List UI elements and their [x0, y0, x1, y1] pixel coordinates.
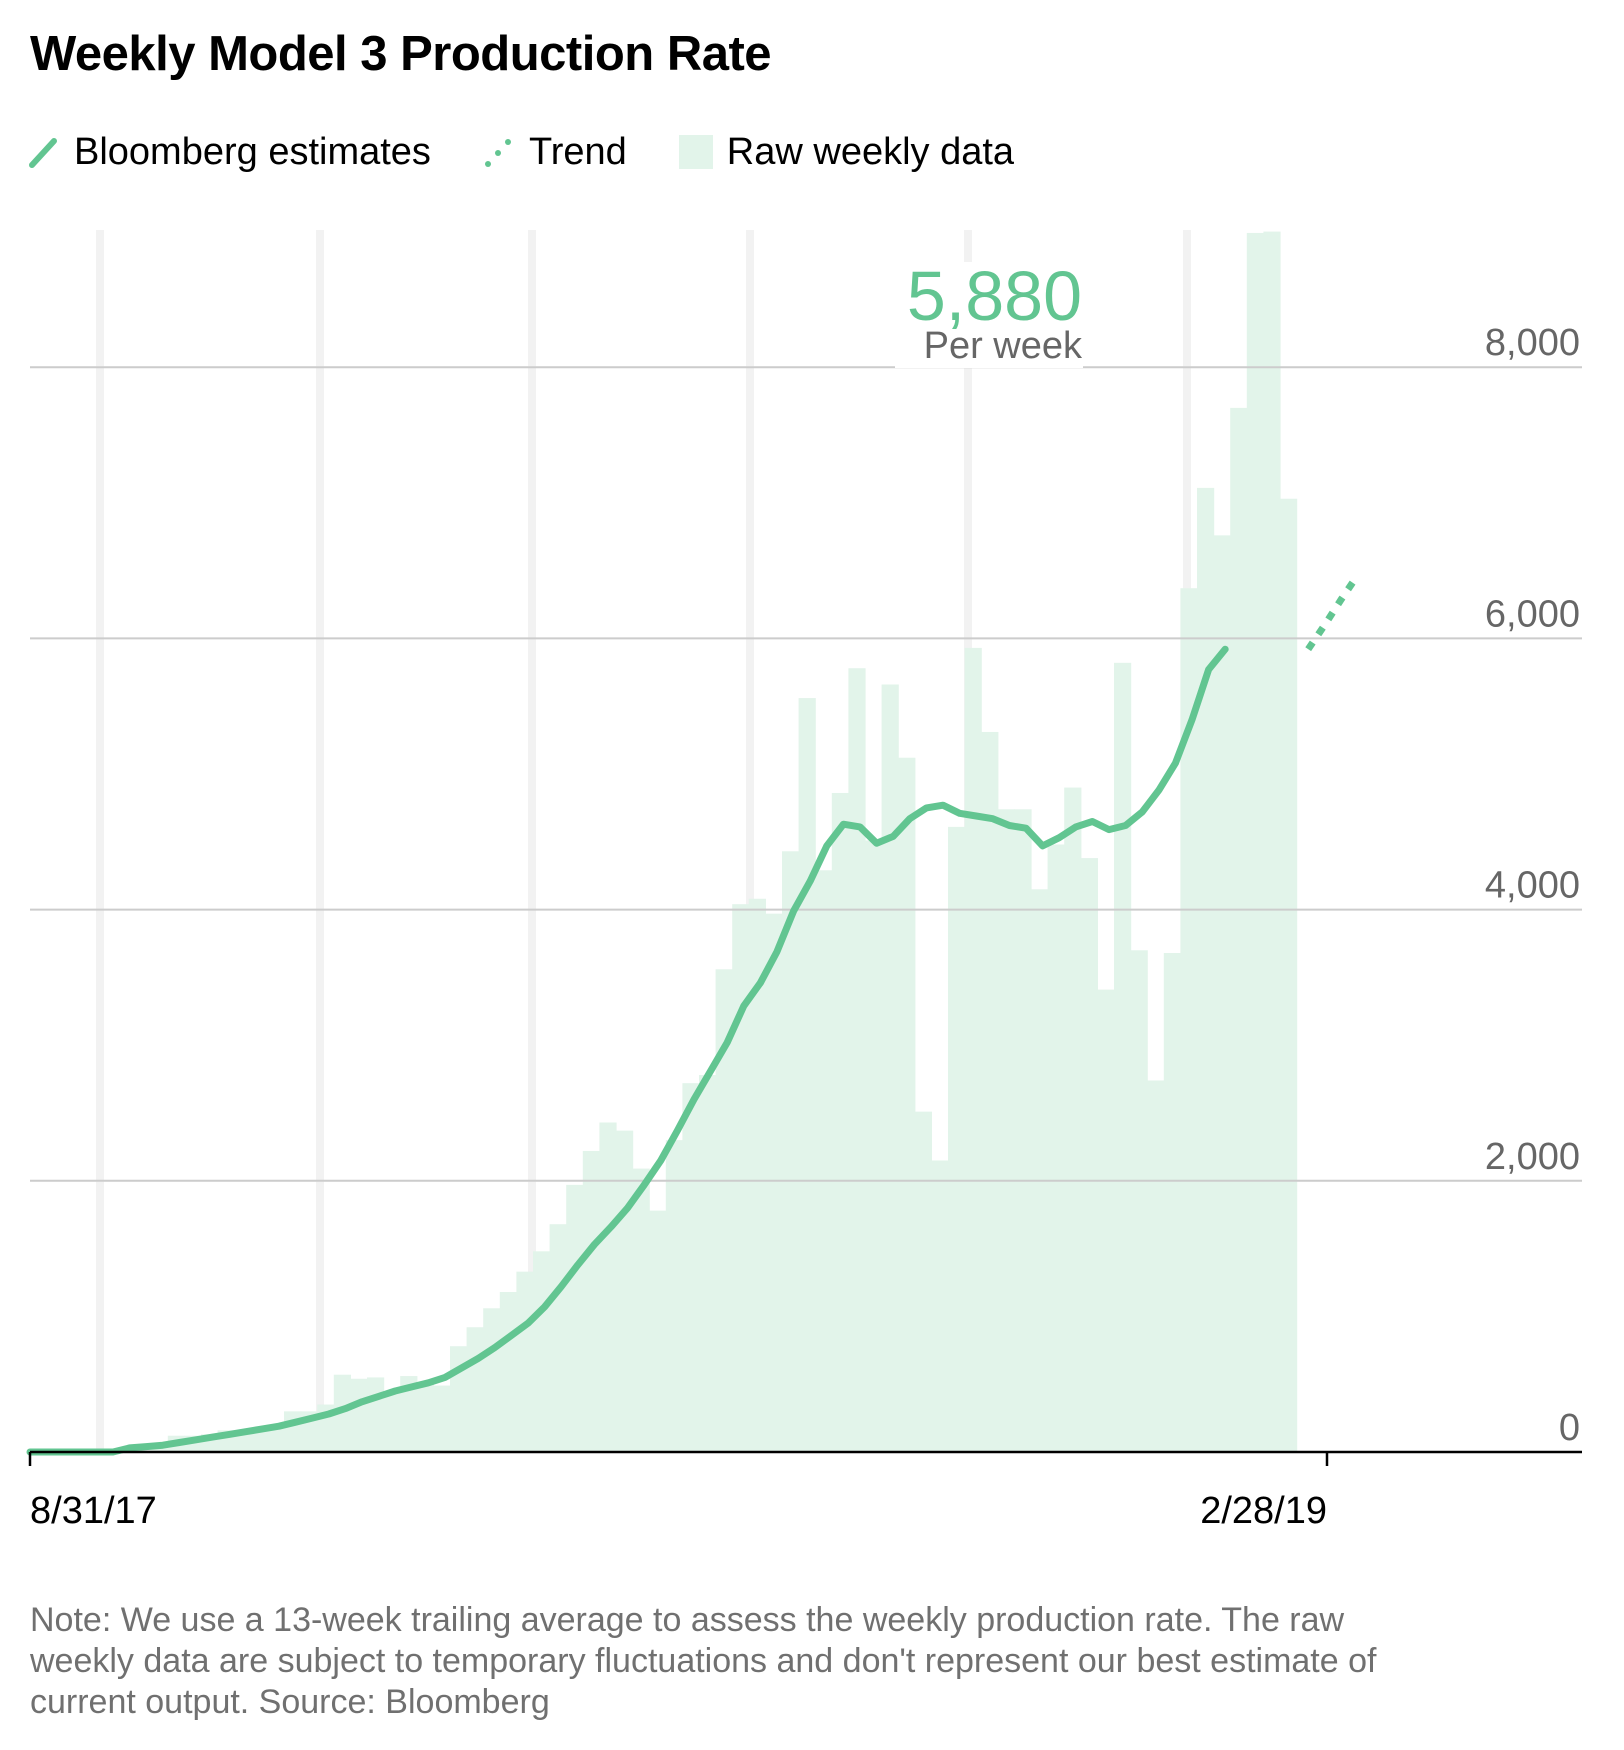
legend-label-estimates: Bloomberg estimates	[74, 130, 431, 173]
bar	[1213, 535, 1231, 1452]
bar	[267, 1427, 285, 1452]
callout-unit: Per week	[924, 325, 1083, 367]
bar	[1263, 231, 1281, 1453]
x-tick-label: 8/31/17	[30, 1490, 157, 1532]
bar	[566, 1184, 584, 1452]
bar	[682, 1083, 700, 1452]
bar	[1014, 809, 1032, 1452]
legend: Bloomberg estimates Trend Raw weekly dat…	[28, 128, 1066, 176]
bar	[831, 792, 849, 1452]
bar	[881, 684, 899, 1452]
callout-value: 5,880	[907, 257, 1082, 335]
bar	[1130, 950, 1148, 1452]
bar	[1246, 232, 1264, 1452]
bar	[1047, 844, 1065, 1452]
legend-item-raw: Raw weekly data	[678, 130, 1015, 174]
y-tick-label: 2,000	[1485, 1136, 1580, 1178]
bar	[931, 1160, 949, 1452]
tick-labels: 0 2,000 4,000 6,000 8,000 8/31/17 2/28/19	[30, 322, 1580, 1532]
bar	[499, 1291, 517, 1452]
bar	[948, 826, 966, 1452]
bar	[599, 1122, 617, 1452]
bar	[616, 1130, 634, 1452]
trend-line	[1305, 572, 1361, 652]
bar	[914, 1111, 932, 1452]
legend-label-trend: Trend	[528, 130, 627, 173]
bar	[748, 898, 766, 1452]
bar	[250, 1430, 268, 1452]
bar	[649, 1210, 667, 1452]
bar	[333, 1374, 351, 1452]
bar	[798, 698, 816, 1452]
bar	[400, 1376, 418, 1452]
y-gridlines	[30, 366, 1582, 1182]
bar	[632, 1168, 650, 1452]
series-lines	[26, 572, 1361, 1456]
bar	[964, 647, 982, 1452]
bar	[1080, 858, 1098, 1452]
bar	[1163, 952, 1181, 1452]
y-tick-label: 6,000	[1485, 593, 1580, 635]
callout-background	[895, 262, 1083, 368]
bar	[782, 851, 800, 1452]
bar	[1180, 588, 1198, 1452]
bar	[981, 731, 999, 1452]
light-square-icon	[678, 135, 713, 169]
bar	[367, 1377, 385, 1452]
bar	[1097, 989, 1115, 1452]
legend-label-raw: Raw weekly data	[726, 130, 1015, 173]
legend-item-trend: Trend	[483, 131, 627, 174]
bar	[350, 1378, 368, 1452]
vertical-band	[746, 230, 754, 1452]
y-tick-label: 0	[1559, 1407, 1580, 1449]
chart-title: Weekly Model 3 Production Rate	[30, 27, 772, 81]
bar	[848, 668, 866, 1452]
dotted-line-icon	[484, 139, 511, 167]
bar	[582, 1150, 600, 1452]
bar	[549, 1224, 567, 1452]
bar	[466, 1327, 484, 1452]
bar	[732, 904, 750, 1452]
bar	[1147, 1080, 1165, 1452]
bar	[765, 913, 783, 1452]
legend-item-estimates: Bloomberg estimates	[28, 131, 431, 174]
bar	[715, 969, 733, 1452]
solid-line-icon	[29, 138, 57, 168]
vertical-band	[96, 230, 104, 1452]
bar	[1064, 787, 1082, 1452]
footnote: Note: We use a 13-week trailing average …	[30, 1601, 1377, 1721]
bar	[483, 1308, 501, 1452]
bar	[815, 870, 833, 1452]
vertical-band	[528, 230, 536, 1452]
x-tick-label: 2/28/19	[1200, 1490, 1327, 1532]
raw-weekly-bars	[101, 231, 1298, 1453]
bar	[1280, 498, 1298, 1452]
bar	[1114, 662, 1132, 1452]
bar	[533, 1251, 551, 1452]
bar	[898, 757, 916, 1452]
bar	[1031, 889, 1049, 1452]
y-tick-label: 4,000	[1485, 865, 1580, 907]
bar	[1230, 407, 1248, 1452]
estimates-line	[26, 645, 1229, 1456]
y-tick-label: 8,000	[1485, 322, 1580, 364]
bar	[383, 1390, 401, 1452]
vertical-band	[316, 230, 324, 1452]
bar	[516, 1271, 534, 1452]
bar	[1197, 487, 1215, 1452]
bar	[450, 1346, 468, 1452]
bar	[865, 840, 883, 1452]
bar	[433, 1385, 451, 1452]
bar	[699, 1075, 717, 1452]
x-axis	[28, 1450, 1582, 1466]
bar	[284, 1411, 302, 1452]
bar	[665, 1140, 683, 1452]
chart-plot: 0 2,000 4,000 6,000 8,000 8/31/17 2/28/19 5,88…	[26, 230, 1582, 1532]
bar	[997, 809, 1015, 1452]
bar	[416, 1384, 434, 1452]
